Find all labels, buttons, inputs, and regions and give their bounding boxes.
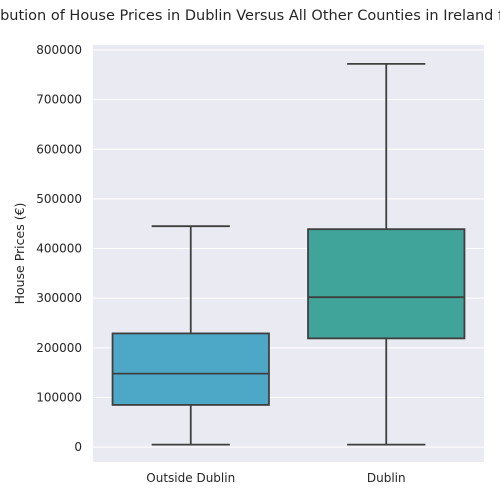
x-tick-label: Dublin — [367, 471, 406, 485]
y-tick-label: 0 — [74, 440, 82, 454]
y-tick-label: 500000 — [36, 192, 82, 206]
y-tick-label: 300000 — [36, 291, 82, 305]
y-tick-label: 400000 — [36, 242, 82, 256]
y-tick-labels: 0 100000 200000 300000 400000 500000 600000 700… — [36, 43, 82, 454]
y-tick-label: 100000 — [36, 390, 82, 404]
chart-title: Distribution of House Prices in Dublin V… — [0, 8, 500, 24]
boxes — [111, 62, 466, 446]
box-outside-dublin — [111, 225, 270, 446]
iqr-box — [307, 228, 466, 340]
y-tick-label: 600000 — [36, 142, 82, 156]
x-tick-labels: Outside Dublin Dublin — [146, 471, 405, 485]
y-tick-label: 200000 — [36, 341, 82, 355]
x-tick-label: Outside Dublin — [146, 471, 235, 485]
y-tick-label: 800000 — [36, 43, 82, 57]
box-dublin — [307, 62, 466, 446]
y-axis-label: House Prices (€) — [12, 203, 27, 305]
y-tick-label: 700000 — [36, 93, 82, 107]
iqr-box — [111, 332, 270, 406]
